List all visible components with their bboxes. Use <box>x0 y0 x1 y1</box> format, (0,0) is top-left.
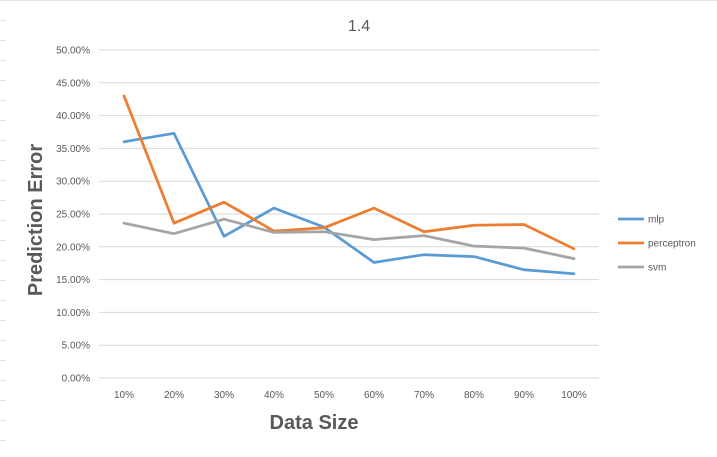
gridlines <box>99 49 599 379</box>
series-line-svm <box>122 217 576 260</box>
series-line-perceptron <box>122 94 576 251</box>
y-tick-label: 25.00% <box>56 210 90 221</box>
y-tick-label: 40.00% <box>56 111 90 122</box>
y-tick-label: 10.00% <box>56 308 90 319</box>
y-axis-tick-labels: 0.00% 5.00% 10.00% 15.00% 20.00% 25.00% 30.00%… <box>56 46 90 385</box>
series-line-mlp <box>122 131 576 276</box>
legend-label-mlp: mlp <box>648 215 665 226</box>
y-axis-label: Prediction Error <box>25 144 47 296</box>
y-tick-label: 50.00% <box>56 46 90 57</box>
x-tick-label: 20% <box>164 390 184 401</box>
legend-label-svm: svm <box>648 263 666 274</box>
x-tick-label: 90% <box>514 390 534 401</box>
legend: mlp perceptron svm <box>618 215 696 274</box>
line-chart: 1.4 0.00% 5.00% 10.00% 15.00% 20.00% 25.00% 30… <box>25 18 696 434</box>
x-tick-label: 40% <box>264 390 284 401</box>
x-tick-label: 50% <box>314 390 334 401</box>
y-tick-label: 45.00% <box>56 78 90 89</box>
chart-title: 1.4 <box>348 18 370 35</box>
y-tick-label: 5.00% <box>62 341 90 352</box>
x-tick-label: 10% <box>114 390 134 401</box>
x-axis-tick-labels: 10% 20% 30% 40% 50% 60% 70% 80% 90% 100% <box>114 390 587 401</box>
x-tick-label: 70% <box>414 390 434 401</box>
y-tick-label: 20.00% <box>56 242 90 253</box>
y-tick-label: 30.00% <box>56 177 90 188</box>
legend-label-perceptron: perceptron <box>648 239 696 250</box>
x-tick-label: 60% <box>364 390 384 401</box>
x-tick-label: 30% <box>214 390 234 401</box>
series-lines <box>122 94 576 276</box>
y-tick-label: 0.00% <box>62 374 90 385</box>
chart-area[interactable]: 1.4 0.00% 5.00% 10.00% 15.00% 20.00% 25.00% 30… <box>6 4 717 452</box>
y-tick-label: 15.00% <box>56 275 90 286</box>
x-tick-label: 80% <box>464 390 484 401</box>
y-tick-label: 35.00% <box>56 144 90 155</box>
x-tick-label: 100% <box>561 390 587 401</box>
x-axis-label: Data Size <box>270 412 359 434</box>
